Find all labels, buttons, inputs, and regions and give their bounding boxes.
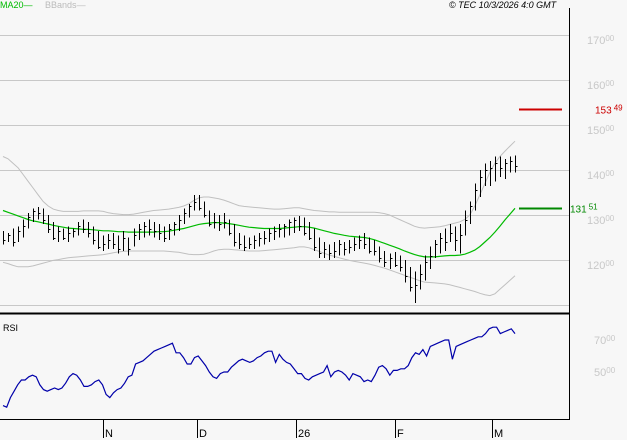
- y-tick-label: 15000: [587, 124, 615, 137]
- rsi-pane-label: RSI: [3, 323, 18, 333]
- x-tick-label: M: [494, 428, 503, 440]
- x-tick-label: D: [199, 428, 207, 440]
- rsi-tick-label: 7000: [594, 334, 616, 347]
- legend-bbands-label: BBands: [45, 0, 77, 10]
- legend-bbands: BBands—: [45, 0, 86, 10]
- bollinger-bands: [2, 140, 516, 297]
- y-tick-label: 17000: [587, 34, 615, 47]
- legend-bbands-swatch: —: [76, 0, 86, 10]
- legend-ma20-label: MA20: [0, 0, 24, 10]
- bband-upper: [2, 140, 516, 229]
- rsi-tick-label: 5000: [594, 366, 616, 379]
- y-tick-label: 13000: [587, 214, 615, 227]
- ma-last-label: 131 51: [570, 203, 598, 216]
- legend-ma20: MA20—: [0, 0, 33, 10]
- x-axis-labels: N D 26 F M: [103, 420, 503, 440]
- level-markers: 153 49 131 51: [519, 104, 623, 216]
- rsi: [2, 326, 516, 408]
- y-tick-label: 14000: [587, 169, 615, 182]
- price-gridlines: [0, 35, 569, 306]
- x-tick-label: F: [397, 428, 404, 440]
- chart-axes: [0, 8, 570, 420]
- x-tick-label: 26: [298, 428, 310, 440]
- ohlc-bars: [3, 155, 518, 303]
- legend-ma20-swatch: —: [23, 0, 33, 10]
- copyright-timestamp: © TEC 10/3/2026 4:0 GMT: [449, 0, 557, 10]
- resistance-label: 153 49: [595, 104, 623, 117]
- chart-legend: MA20— BBands—: [0, 0, 86, 11]
- bband-lower: [2, 246, 516, 297]
- rsi-line: [2, 326, 516, 408]
- x-tick-label: N: [105, 428, 113, 440]
- y-tick-label: 16000: [587, 79, 615, 92]
- y-tick-label: 12000: [587, 259, 615, 272]
